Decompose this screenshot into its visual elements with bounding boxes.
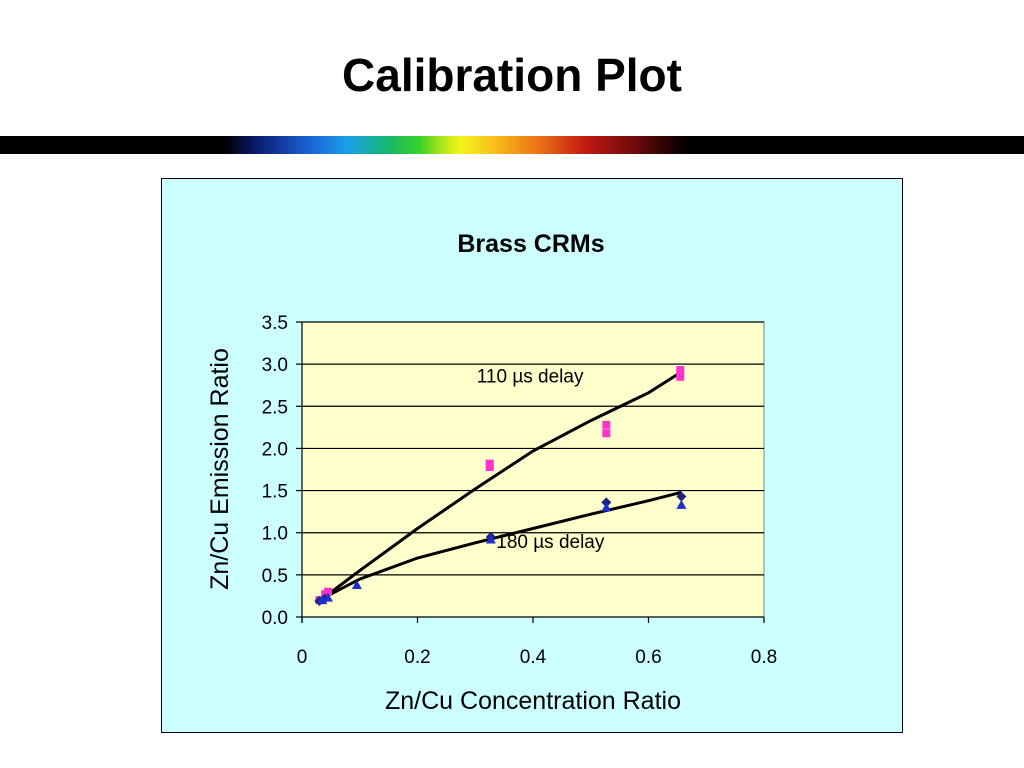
annotation-label: 180 µs delay: [496, 532, 605, 553]
data-point-triangle: [317, 595, 328, 605]
color-spectrum-banner: [0, 136, 1024, 154]
y-tick-label: 1.0: [262, 524, 288, 545]
y-axis-label: Zn/Cu Emission Ratio: [206, 348, 234, 590]
fit-line-1: [318, 371, 682, 603]
data-point-diamond: [676, 491, 687, 502]
x-tick-label: 0.4: [520, 647, 547, 668]
x-axis-label: Zn/Cu Concentration Ratio: [385, 687, 681, 715]
fit-line-2: [318, 490, 682, 602]
y-tick-label: 2.0: [262, 439, 288, 460]
data-point-square: [676, 372, 685, 381]
data-point-triangle: [676, 499, 687, 509]
y-tick-label: 3.5: [262, 313, 288, 334]
scatter-chart: Brass CRMs 0.0 0.5 1.0 1.5 2.0 2.5 3.0 3.5 0 0.2 0…: [206, 230, 777, 715]
data-point-square: [485, 459, 494, 468]
y-tick-label: 0.0: [262, 608, 288, 629]
x-tick-label: 0: [297, 647, 308, 668]
data-point-square: [602, 420, 611, 429]
chart-area: Brass CRMs 0.0 0.5 1.0 1.5 2.0 2.5 3.0 3.5 0 0.2 0…: [161, 178, 903, 733]
data-point-triangle: [351, 579, 362, 589]
data-point-triangle: [485, 534, 496, 544]
slide-title: Calibration Plot: [342, 49, 682, 101]
data-point-triangle: [322, 592, 333, 602]
data-point-triangle: [601, 502, 612, 512]
x-tick-label: 0.8: [751, 647, 777, 668]
data-point-square: [602, 429, 611, 438]
x-tick-label: 0.6: [635, 647, 661, 668]
y-tick-label: 1.5: [262, 482, 288, 503]
data-point-diamond: [601, 497, 612, 508]
y-tick-label: 0.5: [262, 566, 288, 587]
annotation-label: 110 µs delay: [477, 367, 584, 388]
chart-title: Brass CRMs: [457, 230, 604, 258]
y-tick-label: 2.5: [262, 397, 288, 418]
x-tick-label: 0.2: [404, 647, 430, 668]
y-tick-label: 3.0: [262, 355, 288, 376]
data-point-square: [323, 587, 332, 596]
data-point-square: [676, 366, 685, 375]
plot-area: [301, 321, 765, 618]
